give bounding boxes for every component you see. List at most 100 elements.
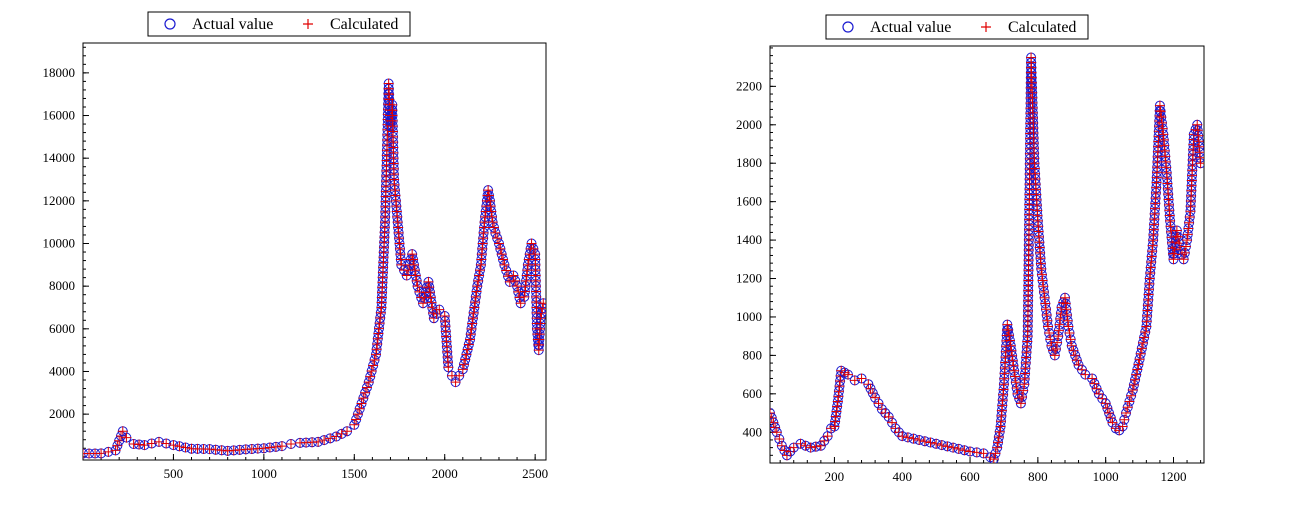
point-calculated (414, 286, 425, 297)
point-calculated (953, 443, 964, 454)
point-calculated (536, 308, 546, 319)
legend-circle-icon (164, 18, 176, 30)
point-calculated (1053, 325, 1064, 336)
x-tick-label: 1000 (251, 466, 277, 481)
point-calculated (468, 307, 479, 318)
point-calculated (1133, 359, 1144, 370)
y-tick-label: 800 (743, 347, 763, 362)
x-tick-label: 1500 (341, 466, 367, 481)
x-tick-label: 600 (960, 469, 980, 484)
x-tick-label: 2500 (522, 466, 548, 481)
y-tick-label: 14000 (43, 150, 76, 165)
legend-label-calculated: Calculated (330, 16, 398, 33)
point-calculated (1137, 337, 1148, 348)
point-calculated (471, 286, 482, 297)
y-tick-label: 1200 (736, 271, 762, 286)
point-calculated (128, 439, 139, 450)
point-calculated (467, 318, 478, 329)
point-calculated (407, 249, 418, 260)
point-calculated (112, 440, 123, 451)
point-calculated (925, 437, 936, 448)
point-calculated (1052, 337, 1063, 348)
point-calculated (168, 440, 179, 451)
point-calculated (1155, 106, 1166, 117)
point-calculated (501, 265, 512, 276)
point-calculated (352, 409, 363, 420)
point-calculated (537, 303, 546, 314)
point-calculated (535, 313, 546, 324)
point-calculated (1131, 369, 1142, 380)
point-calculated (373, 328, 384, 339)
legend-box (825, 14, 1089, 40)
legend-label-actual: Actual value (192, 16, 273, 33)
point-calculated (114, 435, 125, 446)
point-calculated (1006, 345, 1017, 356)
point-calculated (264, 442, 275, 453)
point-calculated (408, 259, 419, 270)
point-calculated (800, 440, 811, 451)
point-calculated (1140, 327, 1151, 338)
point-calculated (908, 433, 919, 444)
point-calculated (459, 359, 470, 370)
y-tick-label: 1800 (736, 155, 762, 170)
point-calculated (1037, 275, 1048, 286)
point-calculated (1039, 292, 1050, 303)
chart-left-panel: 500 1000 1500 2000 2500 2000 4000 6000 8000 10000… (43, 11, 548, 481)
point-calculated (1182, 235, 1193, 246)
point-calculated (1009, 371, 1020, 382)
point-calculated (276, 441, 287, 452)
legend-circle-icon (842, 21, 854, 33)
point-calculated (1007, 355, 1018, 366)
point-calculated (363, 377, 374, 388)
y-tick-label: 400 (743, 424, 763, 439)
legend-label-actual: Actual value (870, 19, 951, 36)
point-calculated (470, 297, 481, 308)
point-calculated (474, 265, 485, 276)
point-calculated (462, 344, 473, 355)
point-calculated (959, 445, 970, 456)
point-calculated (919, 436, 930, 447)
point-calculated (424, 282, 435, 293)
y-tick-label: 4000 (49, 363, 75, 378)
point-calculated (485, 201, 496, 212)
point-calculated (349, 419, 360, 430)
point-calculated (810, 441, 821, 452)
point-calculated (469, 302, 480, 313)
legend-box (147, 11, 411, 37)
x-tick-label: 800 (1028, 469, 1048, 484)
point-calculated (354, 403, 365, 414)
point-calculated (1049, 350, 1060, 361)
y-tick-label: 1000 (736, 309, 762, 324)
point-calculated (1156, 112, 1167, 123)
point-calculated (465, 334, 476, 345)
point-calculated (1132, 364, 1143, 375)
point-calculated (1061, 304, 1072, 315)
point-calculated (1048, 345, 1059, 356)
point-calculated (1004, 330, 1015, 341)
data-points (770, 52, 1204, 463)
point-calculated (829, 421, 840, 432)
point-calculated (325, 433, 336, 444)
point-calculated (319, 435, 330, 446)
point-calculated (870, 392, 881, 403)
point-calculated (472, 281, 483, 292)
point-calculated (460, 354, 471, 365)
point-calculated (873, 398, 884, 409)
point-calculated (336, 428, 347, 439)
plot-frame (769, 45, 1205, 464)
point-calculated (842, 369, 853, 380)
point-calculated (1080, 369, 1091, 380)
point-calculated (1009, 365, 1020, 376)
point-calculated (1102, 403, 1113, 414)
point-calculated (770, 408, 775, 419)
point-calculated (503, 271, 514, 282)
point-calculated (342, 426, 353, 437)
point-calculated (770, 422, 781, 433)
point-calculated (510, 275, 521, 286)
point-calculated (528, 243, 539, 254)
point-calculated (425, 292, 436, 303)
x-tick-label: 1200 (1160, 469, 1186, 484)
point-calculated (1053, 331, 1064, 342)
point-calculated (1070, 350, 1081, 361)
point-calculated (1156, 117, 1167, 128)
